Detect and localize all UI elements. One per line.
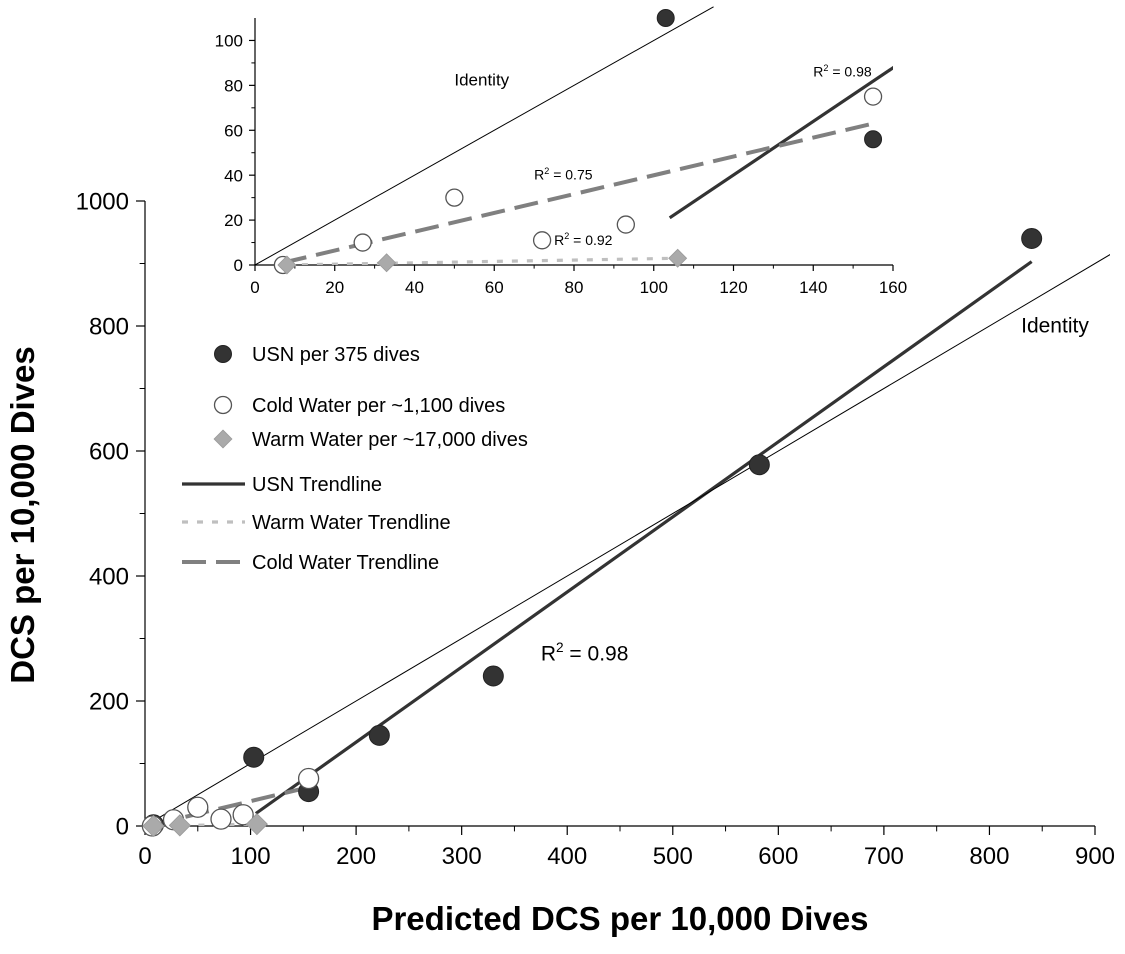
inset-background <box>190 0 920 325</box>
main-x-tick-label: 700 <box>864 843 904 870</box>
legend-usn-marker <box>214 345 232 363</box>
inset-cold-point <box>532 231 552 250</box>
legend-warm-marker-label: Warm Water per ~17,000 dives <box>252 429 528 451</box>
inset-y-tick-label: 60 <box>224 121 243 140</box>
legend-warm-line-label: Warm Water Trendline <box>252 512 451 534</box>
inset-x-tick-label: 20 <box>325 278 344 297</box>
inset-r2-label: R2 = 0.98 <box>813 63 872 80</box>
inset-cold-point <box>353 233 372 252</box>
inset-identity-line <box>255 6 714 265</box>
main-usn-line <box>254 260 1033 815</box>
legend-cold-marker <box>213 395 233 415</box>
main-usn-point <box>1021 228 1043 249</box>
main-warm-point <box>245 813 268 836</box>
main-usn-point <box>482 665 504 687</box>
main-r2-label: R2 = 0.98 <box>541 640 629 665</box>
main-usn-point <box>748 454 770 476</box>
inset-x-tick-label: 120 <box>719 278 747 297</box>
main-x-tick-label: 300 <box>442 843 482 870</box>
inset-lines <box>255 6 893 265</box>
inset-x-tick-label: 80 <box>565 278 584 297</box>
inset-x-tick-label: 0 <box>250 278 259 297</box>
inset-x-tick-label: 140 <box>799 278 827 297</box>
main-x-tick-label: 200 <box>336 843 376 870</box>
main-x-tick-label: 900 <box>1075 843 1115 870</box>
main-x-tick-label: 0 <box>138 843 151 870</box>
inset-x-tick-label: 100 <box>640 278 668 297</box>
main-warm-point <box>168 814 191 837</box>
main-y-tick-label: 800 <box>89 314 129 341</box>
inset-y-tick-label: 100 <box>215 32 243 51</box>
main-cold-point <box>297 767 320 790</box>
x-axis-title: Predicted DCS per 10,000 Dives <box>371 900 868 937</box>
main-y-tick-label: 600 <box>89 439 129 466</box>
inset-y-tick-label: 0 <box>234 256 243 275</box>
y-axis-title: DCS per 10,000 Dives <box>4 346 41 684</box>
inset-y-tick-label: 20 <box>224 211 243 230</box>
legend-cold-marker-label: Cold Water per ~1,100 dives <box>252 395 505 417</box>
main-cold-line <box>151 785 310 826</box>
main-usn-point <box>368 724 390 746</box>
inset-cold-point <box>863 87 883 106</box>
legend: USN per 375 dives Cold Water per ~1,100 d… <box>182 344 528 574</box>
inset-y-tick-label: 40 <box>224 166 243 185</box>
legend-usn-marker-label: USN per 375 dives <box>252 344 420 366</box>
main-usn-point <box>243 746 265 768</box>
main-y-tick-label: 400 <box>89 564 129 591</box>
main-y-tick-label: 0 <box>116 814 129 841</box>
legend-usn-line-label: USN Trendline <box>252 474 382 496</box>
inset-warm-point <box>277 255 297 275</box>
inset-x-tick-label: 160 <box>879 278 907 297</box>
inset-r2-label: R2 = 0.75 <box>534 166 593 183</box>
inset-warm-point <box>377 253 397 273</box>
inset-x-tick-label: 60 <box>485 278 504 297</box>
main-identity-line <box>145 254 1110 826</box>
main-x-tick-label: 600 <box>758 843 798 870</box>
main-x-tick-label: 500 <box>653 843 693 870</box>
main-warm-point <box>142 814 165 838</box>
legend-warm-marker <box>213 429 233 449</box>
inset-usn-point <box>864 130 883 149</box>
main-x-tick-label: 800 <box>969 843 1009 870</box>
main-x-tick-label: 100 <box>231 843 271 870</box>
inset-plot: 0 20 40 60 80 100 120 140 160 0 20 40 60 80 100 Identit… <box>190 0 920 325</box>
inset-usn-line <box>668 65 893 220</box>
inset-cold-point <box>445 188 464 207</box>
inset-y-tick-label: 80 <box>224 76 243 95</box>
main-y-tick-label: 200 <box>89 689 129 716</box>
main-x-tick-label: 400 <box>547 843 587 870</box>
main-plot: 0 100 200 300 400 500 600 700 800 900020040060080… <box>76 189 1115 870</box>
main-identity-label: Identity <box>1021 314 1089 337</box>
inset-warm-line <box>286 256 678 265</box>
inset-identity-label: Identity <box>454 70 509 89</box>
inset-usn-point <box>656 9 675 27</box>
main-cold-point <box>210 808 232 830</box>
inset-warm-point <box>668 248 688 268</box>
main-cold-point <box>232 804 254 826</box>
main-cold-point <box>187 796 209 818</box>
legend-cold-line-label: Cold Water Trendline <box>252 552 439 574</box>
main-y-tick-label: 1000 <box>76 189 129 216</box>
inset-x-tick-label: 40 <box>405 278 424 297</box>
inset-cold-point <box>616 215 635 234</box>
inset-r2-label: R2 = 0.92 <box>554 231 613 248</box>
